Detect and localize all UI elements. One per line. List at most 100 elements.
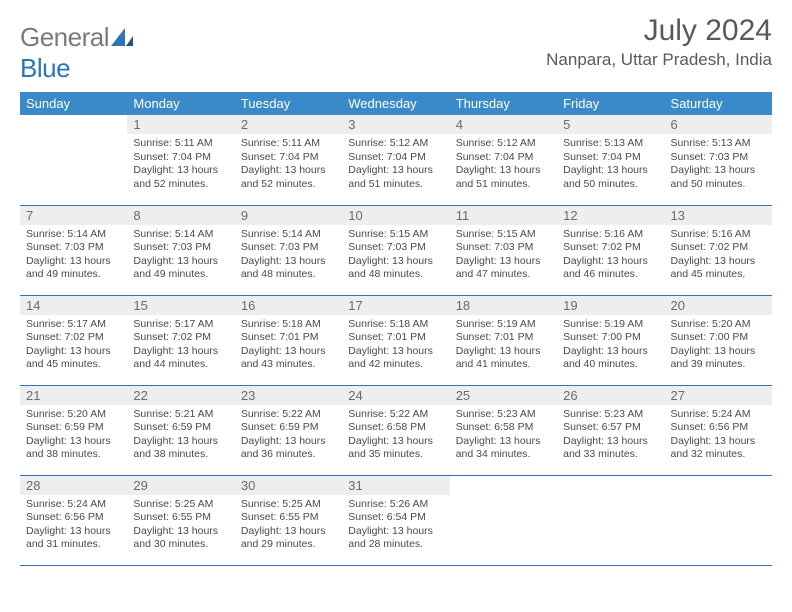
daylight-text: Daylight: 13 hours and 44 minutes. [133, 345, 228, 372]
calendar-cell: 25Sunrise: 5:23 AMSunset: 6:58 PMDayligh… [450, 385, 557, 475]
calendar-cell: 6Sunrise: 5:13 AMSunset: 7:03 PMDaylight… [665, 115, 772, 205]
day-number [665, 476, 772, 495]
daylight-text: Daylight: 13 hours and 51 minutes. [348, 164, 443, 191]
sunset-text: Sunset: 7:04 PM [241, 151, 336, 165]
calendar-cell [450, 475, 557, 565]
day-details: Sunrise: 5:14 AMSunset: 7:03 PMDaylight:… [127, 225, 234, 287]
calendar-cell: 26Sunrise: 5:23 AMSunset: 6:57 PMDayligh… [557, 385, 664, 475]
calendar-cell: 17Sunrise: 5:18 AMSunset: 7:01 PMDayligh… [342, 295, 449, 385]
day-details: Sunrise: 5:19 AMSunset: 7:00 PMDaylight:… [557, 315, 664, 377]
sunset-text: Sunset: 7:03 PM [241, 241, 336, 255]
sunset-text: Sunset: 7:04 PM [348, 151, 443, 165]
calendar-cell: 20Sunrise: 5:20 AMSunset: 7:00 PMDayligh… [665, 295, 772, 385]
sunset-text: Sunset: 6:58 PM [348, 421, 443, 435]
day-header: Friday [557, 92, 664, 115]
day-details: Sunrise: 5:12 AMSunset: 7:04 PMDaylight:… [450, 134, 557, 196]
daylight-text: Daylight: 13 hours and 38 minutes. [133, 435, 228, 462]
day-number: 17 [342, 296, 449, 315]
daylight-text: Daylight: 13 hours and 49 minutes. [26, 255, 121, 282]
daylight-text: Daylight: 13 hours and 39 minutes. [671, 345, 766, 372]
day-number: 26 [557, 386, 664, 405]
calendar-row: 1Sunrise: 5:11 AMSunset: 7:04 PMDaylight… [20, 115, 772, 205]
day-details: Sunrise: 5:23 AMSunset: 6:57 PMDaylight:… [557, 405, 664, 467]
daylight-text: Daylight: 13 hours and 36 minutes. [241, 435, 336, 462]
sunrise-text: Sunrise: 5:15 AM [348, 228, 443, 242]
brand-name-b: Blue [20, 53, 70, 83]
day-number: 13 [665, 206, 772, 225]
sunset-text: Sunset: 7:01 PM [348, 331, 443, 345]
sunset-text: Sunset: 7:01 PM [456, 331, 551, 345]
day-number: 14 [20, 296, 127, 315]
calendar-cell: 9Sunrise: 5:14 AMSunset: 7:03 PMDaylight… [235, 205, 342, 295]
calendar-row: 28Sunrise: 5:24 AMSunset: 6:56 PMDayligh… [20, 475, 772, 565]
calendar-cell: 24Sunrise: 5:22 AMSunset: 6:58 PMDayligh… [342, 385, 449, 475]
sunrise-text: Sunrise: 5:12 AM [456, 137, 551, 151]
sunrise-text: Sunrise: 5:23 AM [563, 408, 658, 422]
day-header: Sunday [20, 92, 127, 115]
calendar-cell: 3Sunrise: 5:12 AMSunset: 7:04 PMDaylight… [342, 115, 449, 205]
calendar-cell: 11Sunrise: 5:15 AMSunset: 7:03 PMDayligh… [450, 205, 557, 295]
day-details: Sunrise: 5:23 AMSunset: 6:58 PMDaylight:… [450, 405, 557, 467]
daylight-text: Daylight: 13 hours and 47 minutes. [456, 255, 551, 282]
day-header: Thursday [450, 92, 557, 115]
title-block: July 2024 Nanpara, Uttar Pradesh, India [546, 14, 772, 70]
location: Nanpara, Uttar Pradesh, India [546, 50, 772, 70]
day-details: Sunrise: 5:13 AMSunset: 7:04 PMDaylight:… [557, 134, 664, 196]
calendar-cell: 7Sunrise: 5:14 AMSunset: 7:03 PMDaylight… [20, 205, 127, 295]
day-details: Sunrise: 5:15 AMSunset: 7:03 PMDaylight:… [342, 225, 449, 287]
calendar-cell: 27Sunrise: 5:24 AMSunset: 6:56 PMDayligh… [665, 385, 772, 475]
daylight-text: Daylight: 13 hours and 31 minutes. [26, 525, 121, 552]
sunset-text: Sunset: 7:02 PM [133, 331, 228, 345]
day-details: Sunrise: 5:14 AMSunset: 7:03 PMDaylight:… [20, 225, 127, 287]
day-details: Sunrise: 5:13 AMSunset: 7:03 PMDaylight:… [665, 134, 772, 196]
day-number: 22 [127, 386, 234, 405]
day-number: 27 [665, 386, 772, 405]
day-number: 29 [127, 476, 234, 495]
calendar-body: 1Sunrise: 5:11 AMSunset: 7:04 PMDaylight… [20, 115, 772, 565]
sunrise-text: Sunrise: 5:25 AM [241, 498, 336, 512]
calendar-cell: 23Sunrise: 5:22 AMSunset: 6:59 PMDayligh… [235, 385, 342, 475]
sunrise-text: Sunrise: 5:23 AM [456, 408, 551, 422]
day-details: Sunrise: 5:25 AMSunset: 6:55 PMDaylight:… [235, 495, 342, 557]
calendar-cell [20, 115, 127, 205]
daylight-text: Daylight: 13 hours and 35 minutes. [348, 435, 443, 462]
day-details: Sunrise: 5:17 AMSunset: 7:02 PMDaylight:… [127, 315, 234, 377]
day-details: Sunrise: 5:18 AMSunset: 7:01 PMDaylight:… [235, 315, 342, 377]
sunrise-text: Sunrise: 5:16 AM [563, 228, 658, 242]
daylight-text: Daylight: 13 hours and 33 minutes. [563, 435, 658, 462]
daylight-text: Daylight: 13 hours and 46 minutes. [563, 255, 658, 282]
daylight-text: Daylight: 13 hours and 48 minutes. [348, 255, 443, 282]
day-details: Sunrise: 5:16 AMSunset: 7:02 PMDaylight:… [665, 225, 772, 287]
calendar-cell: 13Sunrise: 5:16 AMSunset: 7:02 PMDayligh… [665, 205, 772, 295]
day-number: 21 [20, 386, 127, 405]
sunrise-text: Sunrise: 5:14 AM [133, 228, 228, 242]
daylight-text: Daylight: 13 hours and 48 minutes. [241, 255, 336, 282]
day-number: 10 [342, 206, 449, 225]
day-number: 31 [342, 476, 449, 495]
day-number: 8 [127, 206, 234, 225]
sunrise-text: Sunrise: 5:11 AM [133, 137, 228, 151]
calendar-cell: 18Sunrise: 5:19 AMSunset: 7:01 PMDayligh… [450, 295, 557, 385]
day-number: 4 [450, 115, 557, 134]
calendar-cell: 21Sunrise: 5:20 AMSunset: 6:59 PMDayligh… [20, 385, 127, 475]
sunset-text: Sunset: 6:59 PM [241, 421, 336, 435]
sunset-text: Sunset: 7:02 PM [26, 331, 121, 345]
sunset-text: Sunset: 7:02 PM [671, 241, 766, 255]
day-details: Sunrise: 5:17 AMSunset: 7:02 PMDaylight:… [20, 315, 127, 377]
sunset-text: Sunset: 7:04 PM [456, 151, 551, 165]
sail-icon [111, 22, 133, 53]
sunset-text: Sunset: 7:00 PM [563, 331, 658, 345]
sunrise-text: Sunrise: 5:18 AM [348, 318, 443, 332]
daylight-text: Daylight: 13 hours and 51 minutes. [456, 164, 551, 191]
sunrise-text: Sunrise: 5:22 AM [348, 408, 443, 422]
daylight-text: Daylight: 13 hours and 43 minutes. [241, 345, 336, 372]
day-number: 16 [235, 296, 342, 315]
day-number: 9 [235, 206, 342, 225]
daylight-text: Daylight: 13 hours and 49 minutes. [133, 255, 228, 282]
day-number: 15 [127, 296, 234, 315]
calendar-cell: 19Sunrise: 5:19 AMSunset: 7:00 PMDayligh… [557, 295, 664, 385]
calendar-row: 14Sunrise: 5:17 AMSunset: 7:02 PMDayligh… [20, 295, 772, 385]
sunrise-text: Sunrise: 5:17 AM [133, 318, 228, 332]
day-number: 19 [557, 296, 664, 315]
day-number: 6 [665, 115, 772, 134]
